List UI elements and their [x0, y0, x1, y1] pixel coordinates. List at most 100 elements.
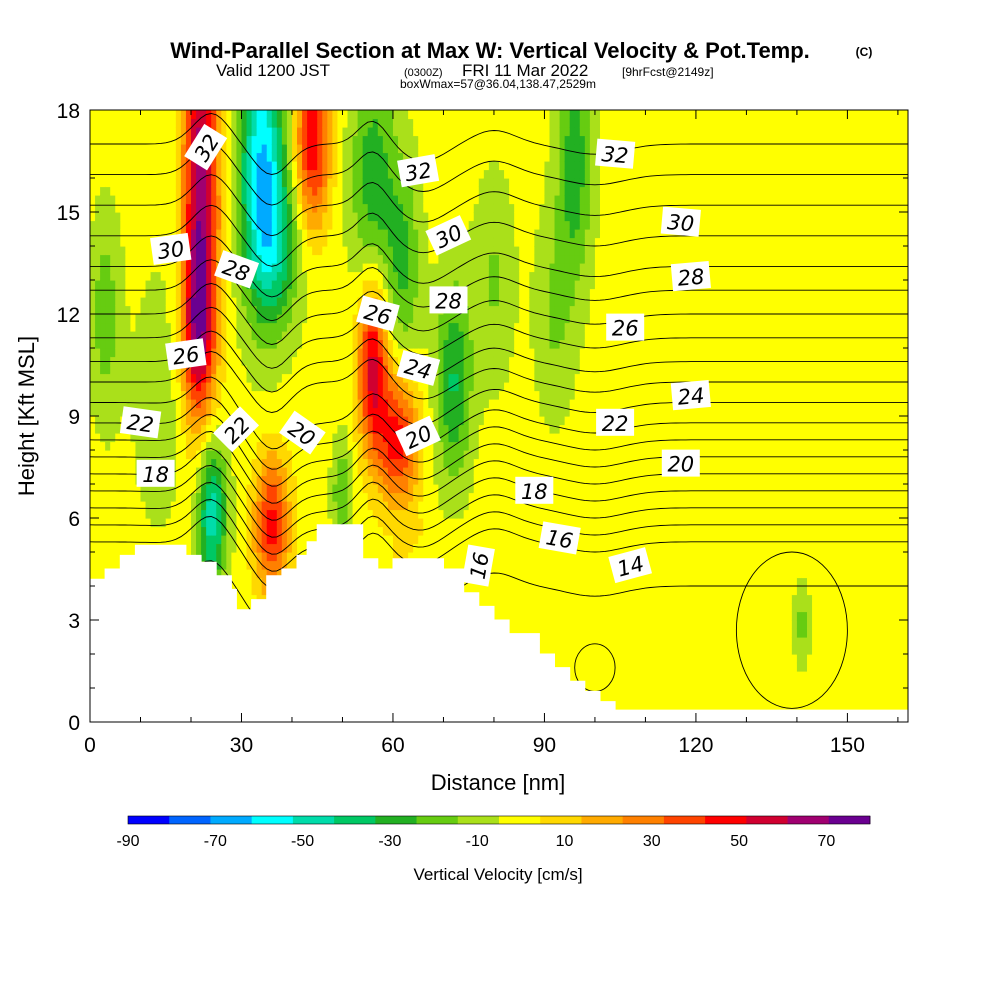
velocity-cell [241, 586, 248, 596]
velocity-cell [297, 475, 303, 485]
velocity-cell [332, 246, 339, 256]
velocity-cell [372, 373, 379, 383]
velocity-cell [392, 467, 399, 477]
velocity-cell [145, 501, 152, 511]
velocity-cell [377, 416, 384, 426]
velocity-cell [251, 543, 258, 553]
velocity-cell [281, 433, 288, 443]
velocity-cell [271, 322, 278, 332]
velocity-cell [251, 203, 258, 213]
velocity-cell [413, 263, 419, 273]
velocity-cell [180, 169, 187, 179]
velocity-cell [125, 186, 131, 196]
velocity-cell [236, 288, 243, 298]
velocity-cell [180, 331, 187, 341]
velocity-cell [352, 382, 359, 392]
velocity-cell [312, 458, 318, 468]
velocity-cell [408, 339, 414, 349]
velocity-cell [372, 254, 379, 264]
velocity-cell [322, 373, 328, 383]
velocity-cell [206, 373, 212, 383]
velocity-cell [266, 348, 273, 358]
velocity-cell [352, 203, 359, 213]
velocity-cell [236, 169, 243, 179]
velocity-cell [150, 288, 157, 298]
velocity-cell [291, 144, 298, 154]
velocity-cell [312, 118, 318, 128]
velocity-cell [266, 569, 273, 579]
velocity-cell [190, 195, 197, 205]
velocity-cell [266, 237, 273, 247]
velocity-cell [362, 195, 369, 205]
velocity-cell [256, 416, 263, 426]
velocity-cell [286, 271, 293, 281]
velocity-cell [125, 535, 131, 545]
velocity-cell [281, 339, 288, 349]
velocity-cell [332, 263, 339, 273]
velocity-cell [145, 535, 152, 545]
velocity-cell [297, 407, 303, 417]
velocity-cell [160, 535, 167, 545]
velocity-cell [337, 212, 344, 222]
velocity-cell [307, 407, 313, 417]
velocity-cell [377, 186, 384, 196]
velocity-cell [418, 518, 424, 528]
velocity-cell [221, 526, 227, 536]
velocity-cell [302, 127, 308, 137]
velocity-cell [251, 288, 258, 298]
velocity-cell [110, 467, 116, 477]
velocity-cell [317, 484, 323, 494]
velocity-cell [120, 484, 126, 494]
velocity-cell [216, 416, 222, 426]
velocity-cell [302, 526, 308, 536]
velocity-cell [276, 365, 283, 375]
velocity-cell [307, 501, 313, 511]
velocity-cell [433, 501, 440, 511]
velocity-cell [352, 467, 359, 477]
velocity-cell [180, 458, 187, 468]
velocity-cell [95, 416, 101, 426]
velocity-cell [236, 152, 243, 162]
velocity-cell [155, 118, 162, 128]
velocity-cell [226, 178, 232, 188]
velocity-cell [241, 246, 248, 256]
velocity-cell [372, 407, 379, 417]
velocity-cell [408, 254, 414, 264]
velocity-cell [135, 509, 142, 519]
velocity-cell [211, 339, 217, 349]
velocity-cell [291, 186, 298, 196]
velocity-cell [357, 518, 364, 528]
velocity-cell [221, 535, 227, 545]
velocity-cell [160, 348, 167, 358]
velocity-cell [312, 263, 318, 273]
velocity-cell [428, 390, 434, 400]
velocity-cell [241, 348, 248, 358]
velocity-cell [155, 314, 162, 324]
velocity-cell [175, 526, 182, 536]
velocity-cell [312, 390, 318, 400]
velocity-cell [135, 127, 142, 137]
velocity-cell [105, 152, 111, 162]
velocity-cell [196, 526, 202, 536]
velocity-cell [428, 552, 434, 562]
velocity-cell [297, 212, 303, 222]
velocity-cell [307, 229, 313, 239]
velocity-cell [372, 433, 379, 443]
velocity-cell [90, 271, 96, 281]
velocity-cell [231, 127, 238, 137]
velocity-cell [170, 424, 177, 434]
velocity-cell [155, 220, 162, 230]
velocity-cell [297, 373, 303, 383]
velocity-cell [317, 339, 323, 349]
velocity-cell [236, 382, 243, 392]
velocity-cell [115, 186, 121, 196]
velocity-cell [95, 322, 101, 332]
velocity-cell [433, 348, 440, 358]
velocity-cell [297, 509, 303, 519]
velocity-cell [286, 552, 293, 562]
velocity-cell [190, 280, 197, 290]
velocity-cell [423, 390, 429, 400]
velocity-cell [196, 535, 202, 545]
velocity-cell [337, 305, 344, 315]
velocity-cell [165, 407, 172, 417]
